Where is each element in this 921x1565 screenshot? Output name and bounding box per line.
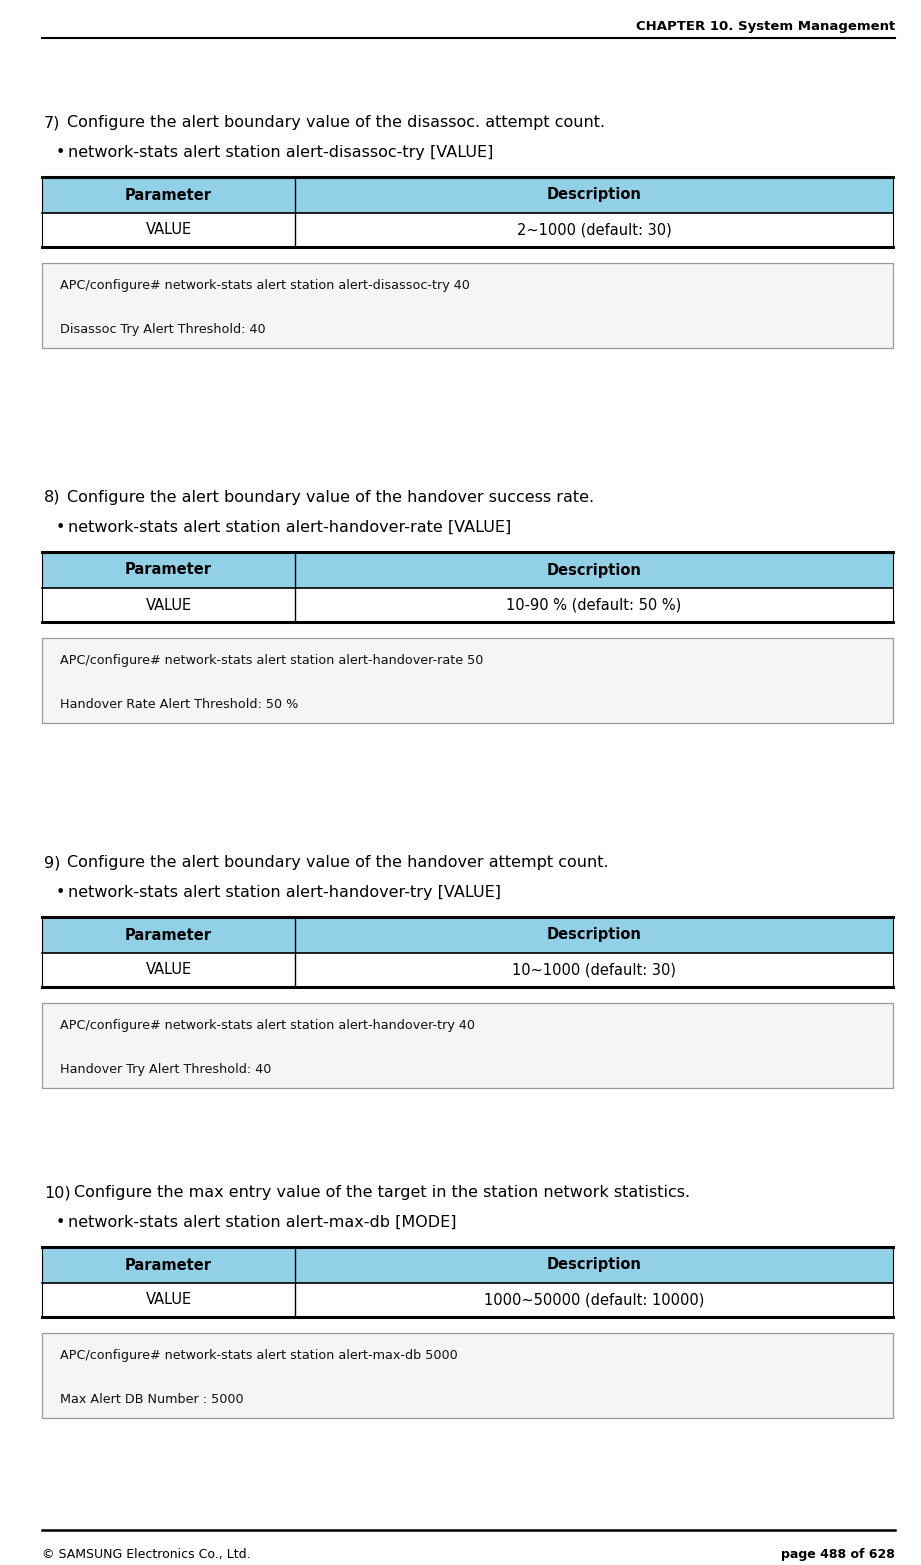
Text: page 488 of 628: page 488 of 628	[781, 1548, 895, 1560]
Text: APC/configure# network-stats alert station alert-handover-try 40: APC/configure# network-stats alert stati…	[60, 1019, 475, 1031]
Text: APC/configure# network-stats alert station alert-handover-rate 50: APC/configure# network-stats alert stati…	[60, 654, 484, 667]
Text: Configure the alert boundary value of the disassoc. attempt count.: Configure the alert boundary value of th…	[67, 114, 605, 130]
Text: Description: Description	[546, 928, 641, 942]
Bar	[42, 552, 893, 588]
Text: Parameter: Parameter	[125, 188, 212, 202]
Text: Parameter: Parameter	[125, 562, 212, 577]
Text: 1000~50000 (default: 10000): 1000~50000 (default: 10000)	[484, 1293, 705, 1307]
Text: 10~1000 (default: 30): 10~1000 (default: 30)	[512, 962, 676, 978]
Text: VALUE: VALUE	[146, 962, 192, 978]
Text: 9): 9)	[44, 854, 61, 870]
Text: •: •	[56, 1214, 65, 1230]
Text: 8): 8)	[44, 490, 61, 505]
Text: Handover Try Alert Threshold: 40: Handover Try Alert Threshold: 40	[60, 1063, 272, 1077]
Bar	[42, 639, 893, 723]
Text: Max Alert DB Number : 5000: Max Alert DB Number : 5000	[60, 1393, 244, 1405]
Text: Description: Description	[546, 1258, 641, 1272]
Text: Parameter: Parameter	[125, 928, 212, 942]
Text: © SAMSUNG Electronics Co., Ltd.: © SAMSUNG Electronics Co., Ltd.	[42, 1548, 251, 1560]
Bar	[42, 263, 893, 347]
Text: APC/configure# network-stats alert station alert-disassoc-try 40: APC/configure# network-stats alert stati…	[60, 279, 470, 293]
Bar	[42, 917, 893, 953]
Text: •: •	[56, 884, 65, 900]
Text: VALUE: VALUE	[146, 1293, 192, 1307]
Text: Configure the alert boundary value of the handover success rate.: Configure the alert boundary value of th…	[67, 490, 594, 505]
Text: •: •	[56, 520, 65, 535]
Text: •: •	[56, 146, 65, 160]
Text: Description: Description	[546, 188, 641, 202]
Text: 7): 7)	[44, 114, 61, 130]
Text: Disassoc Try Alert Threshold: 40: Disassoc Try Alert Threshold: 40	[60, 322, 265, 336]
Bar	[42, 177, 893, 213]
Text: network-stats alert station alert-disassoc-try [VALUE]: network-stats alert station alert-disass…	[68, 146, 494, 160]
Text: Description: Description	[546, 562, 641, 577]
Text: network-stats alert station alert-handover-rate [VALUE]: network-stats alert station alert-handov…	[68, 520, 511, 535]
Text: 10-90 % (default: 50 %): 10-90 % (default: 50 %)	[507, 598, 682, 612]
Text: network-stats alert station alert-max-db [MODE]: network-stats alert station alert-max-db…	[68, 1214, 457, 1230]
Text: CHAPTER 10. System Management: CHAPTER 10. System Management	[635, 20, 895, 33]
Text: APC/configure# network-stats alert station alert-max-db 5000: APC/configure# network-stats alert stati…	[60, 1349, 458, 1362]
Bar	[42, 1247, 893, 1283]
Text: 10): 10)	[44, 1185, 71, 1200]
Text: network-stats alert station alert-handover-try [VALUE]: network-stats alert station alert-handov…	[68, 884, 501, 900]
Text: Handover Rate Alert Threshold: 50 %: Handover Rate Alert Threshold: 50 %	[60, 698, 298, 711]
Text: VALUE: VALUE	[146, 222, 192, 238]
Text: Configure the max entry value of the target in the station network statistics.: Configure the max entry value of the tar…	[74, 1185, 690, 1200]
Text: 2~1000 (default: 30): 2~1000 (default: 30)	[517, 222, 671, 238]
Bar	[42, 1003, 893, 1088]
Bar	[42, 1333, 893, 1418]
Text: Parameter: Parameter	[125, 1258, 212, 1272]
Text: Configure the alert boundary value of the handover attempt count.: Configure the alert boundary value of th…	[67, 854, 609, 870]
Text: VALUE: VALUE	[146, 598, 192, 612]
